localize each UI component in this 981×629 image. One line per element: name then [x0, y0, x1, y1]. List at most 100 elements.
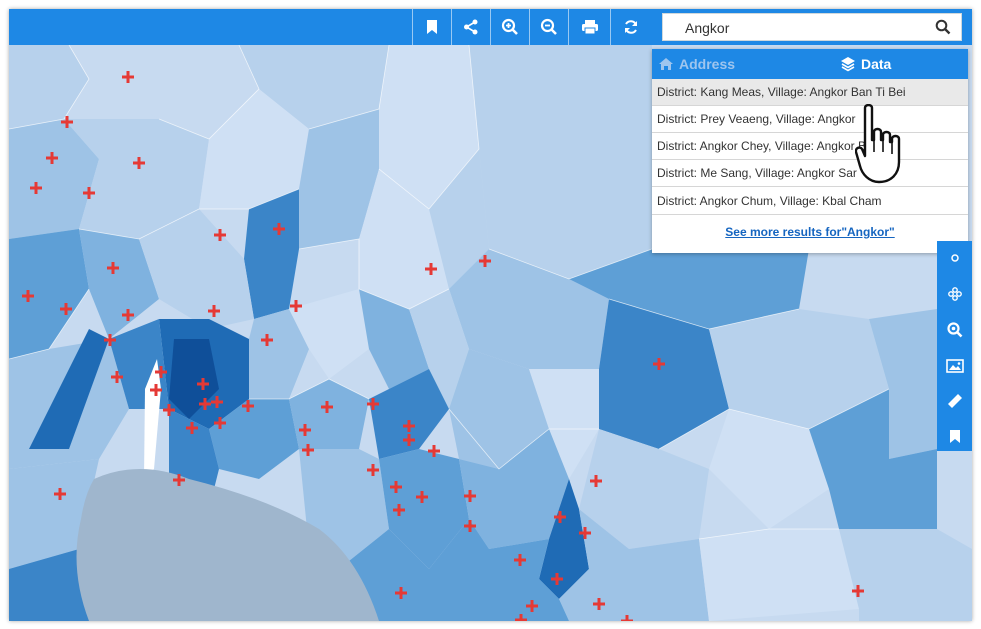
location-marker[interactable] [186, 422, 198, 434]
map-region [9, 45, 89, 129]
location-marker[interactable] [155, 366, 167, 378]
location-marker[interactable] [214, 229, 226, 241]
location-marker[interactable] [464, 520, 476, 532]
see-more-results-link[interactable]: See more results for"Angkor" [725, 225, 895, 239]
results-tabs: Address Data [652, 49, 968, 79]
location-marker[interactable] [515, 614, 527, 621]
markers-layer [22, 71, 864, 621]
map-region [339, 519, 569, 621]
location-marker[interactable] [403, 434, 415, 446]
location-marker[interactable] [321, 401, 333, 413]
location-marker[interactable] [150, 384, 162, 396]
location-marker[interactable] [273, 223, 285, 235]
location-marker[interactable] [551, 573, 563, 585]
location-marker[interactable] [367, 464, 379, 476]
map-region [839, 529, 972, 621]
map-region [209, 399, 299, 479]
location-marker[interactable] [173, 474, 185, 486]
refresh-button[interactable] [610, 9, 651, 45]
tab-address[interactable]: Address [658, 49, 735, 79]
location-marker[interactable] [54, 488, 66, 500]
bookmark-icon [427, 20, 437, 34]
location-marker[interactable] [393, 504, 405, 516]
location-marker[interactable] [104, 334, 116, 346]
location-marker[interactable] [290, 300, 302, 312]
location-marker[interactable] [653, 358, 665, 370]
result-item[interactable]: District: Angkor Chey, Village: Angkor B… [652, 133, 968, 160]
location-marker[interactable] [197, 378, 209, 390]
map-region [409, 289, 469, 409]
location-marker[interactable] [214, 417, 226, 429]
map-region [299, 109, 379, 249]
location-marker[interactable] [395, 587, 407, 599]
bookmark-button[interactable] [937, 419, 972, 453]
result-item[interactable]: District: Angkor Chum, Village: Kbal Cha… [652, 187, 968, 215]
location-marker[interactable] [122, 309, 134, 321]
location-marker[interactable] [22, 290, 34, 302]
zoom-in-button[interactable] [490, 9, 529, 45]
location-marker[interactable] [367, 398, 379, 410]
location-marker[interactable] [211, 396, 223, 408]
location-marker[interactable] [133, 157, 145, 169]
location-marker[interactable] [83, 187, 95, 199]
location-marker[interactable] [390, 481, 402, 493]
location-marker[interactable] [554, 511, 566, 523]
tab-address-label: Address [679, 56, 736, 72]
search-box [662, 13, 962, 41]
location-marker[interactable] [593, 598, 605, 610]
cluster-button[interactable] [937, 277, 972, 311]
location-marker[interactable] [621, 615, 633, 621]
location-marker[interactable] [122, 71, 134, 83]
tab-data[interactable]: Data [840, 49, 891, 79]
share-button[interactable] [451, 9, 490, 45]
location-marker[interactable] [526, 600, 538, 612]
zoom-out-button[interactable] [529, 9, 568, 45]
map-region [249, 309, 309, 399]
result-item[interactable]: District: Prey Veaeng, Village: Angkor [652, 106, 968, 133]
location-marker[interactable] [403, 420, 415, 432]
location-marker[interactable] [61, 116, 73, 128]
location-marker[interactable] [163, 404, 175, 416]
map-region [244, 189, 299, 319]
map-region [64, 119, 209, 239]
location-marker[interactable] [30, 182, 42, 194]
map-region [569, 249, 809, 329]
location-marker[interactable] [479, 255, 491, 267]
ruler-button[interactable] [937, 384, 972, 418]
map-region [199, 89, 309, 209]
location-marker[interactable] [852, 585, 864, 597]
print-button[interactable] [568, 9, 610, 45]
hand-pointer-icon [855, 104, 901, 184]
location-marker[interactable] [261, 334, 273, 346]
map-region [29, 329, 109, 449]
location-marker[interactable] [111, 371, 123, 383]
search-icon[interactable] [935, 19, 951, 35]
location-marker[interactable] [199, 398, 211, 410]
image-button[interactable] [937, 349, 972, 383]
location-marker[interactable] [242, 400, 254, 412]
map-region [359, 169, 449, 309]
search-input[interactable] [685, 18, 925, 38]
image-icon [945, 359, 964, 373]
location-marker[interactable] [60, 303, 72, 315]
map-region [359, 289, 429, 389]
location-marker[interactable] [208, 305, 220, 317]
location-marker[interactable] [302, 444, 314, 456]
location-marker[interactable] [428, 445, 440, 457]
location-marker[interactable] [464, 490, 476, 502]
location-marker[interactable] [299, 424, 311, 436]
location-marker[interactable] [46, 152, 58, 164]
location-marker[interactable] [107, 262, 119, 274]
location-marker[interactable] [590, 475, 602, 487]
location-marker[interactable] [579, 527, 591, 539]
result-item[interactable]: District: Me Sang, Village: Angkor Sar [652, 160, 968, 187]
location-marker[interactable] [514, 554, 526, 566]
zoom-to-button[interactable] [937, 313, 972, 347]
location-marker[interactable] [416, 491, 428, 503]
location-marker[interactable] [425, 263, 437, 275]
layers-icon [950, 254, 959, 262]
bookmark-button[interactable] [412, 9, 451, 45]
tab-data-label: Data [861, 56, 892, 72]
layers-button[interactable] [937, 241, 972, 275]
result-item[interactable]: District: Kang Meas, Village: Angkor Ban… [652, 79, 968, 106]
